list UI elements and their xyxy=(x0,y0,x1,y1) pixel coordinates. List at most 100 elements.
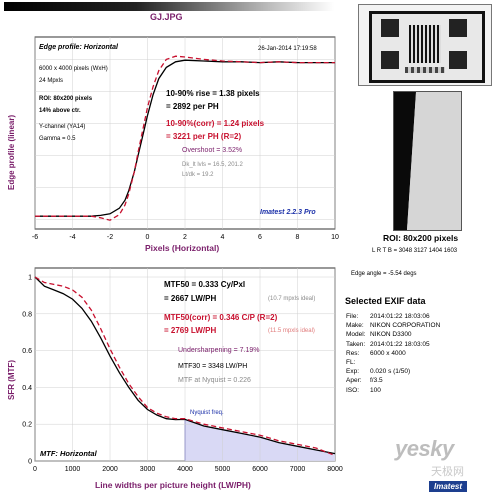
edge-series-group xyxy=(35,55,335,221)
mtf50-corr-ideal: (11.5 mpxls ideal) xyxy=(268,328,315,334)
undersharpening-text: Undersharpening = 7.19% xyxy=(178,347,260,354)
mtf-x-tick-label: 4000 xyxy=(177,466,193,473)
exif-key: File: xyxy=(346,313,359,320)
mtf-x-tick-label: 5000 xyxy=(215,466,231,473)
nyquist-label: Nyquist freq. xyxy=(190,410,224,416)
exif-row: ISO: 100 xyxy=(346,387,381,394)
edge-gamma: Gamma = 0.5 xyxy=(39,136,76,142)
mtf-x-tick-label: 6000 xyxy=(252,466,268,473)
yesky-logo-text: yesky xyxy=(395,436,454,461)
roi-label: ROI: 80x200 pixels xyxy=(383,233,459,243)
exif-row: Model: NIKON D3300 xyxy=(346,331,412,338)
exif-key: FL: xyxy=(346,359,356,366)
per-ph-line: = 2892 per PH xyxy=(166,102,219,111)
mtf-y-tick-label: 0.2 xyxy=(22,422,32,429)
edge-angle: Edge angle = -5.54 degs xyxy=(351,271,417,277)
mtf-y-tick-label: 0.6 xyxy=(22,348,32,355)
exif-value: 0.020 s (1/50) xyxy=(370,368,411,376)
exif-key: Exp: xyxy=(346,368,360,376)
edge-y-axis-label: Edge profile (linear) xyxy=(7,115,16,190)
mtf-x-tick-label: 0 xyxy=(33,466,37,473)
mtf50-corr-line: MTF50(corr) = 0.346 C/P (R=2) xyxy=(164,313,278,322)
exif-key: Model: xyxy=(346,331,366,339)
exif-key: Taken: xyxy=(346,340,366,348)
mtf-measured-line xyxy=(34,276,336,455)
exif-value: NIKON D3300 xyxy=(370,331,412,339)
mtf-nyquist-text: MTF at Nyquist = 0.226 xyxy=(178,377,251,384)
mtf-x-tick-label: 2000 xyxy=(102,466,118,473)
edge-gridlines xyxy=(34,37,336,229)
mtf-y-tick-label: 1 xyxy=(28,275,32,282)
mtf-chart: 0 1000 2000 3000 4000 5000 6000 7000 8000 0 0.2 0.4… xyxy=(7,267,343,490)
edge-x-tick-label: 6 xyxy=(258,234,262,241)
edge-x-tick-label: 4 xyxy=(221,234,225,241)
edge-timestamp: 26-Jan-2014 17:19:58 xyxy=(258,46,317,52)
imatest-version: Imatest 2.2.3 Pro xyxy=(260,209,316,216)
mtf50-lwph: = 2667 LW/PH xyxy=(164,294,217,303)
mtf-y-tick-label: 0 xyxy=(28,459,32,466)
edge-roi-line: ROI: 80x200 pixels xyxy=(39,96,93,102)
edge-x-tick-label: -6 xyxy=(32,234,38,241)
mtf-y-tick-label: 0.8 xyxy=(22,311,32,318)
mtf50-ideal: (10.7 mpxls ideal) xyxy=(268,296,316,302)
mtf-gridlines xyxy=(34,268,336,462)
rise-line: 10-90% rise = 1.38 pixels xyxy=(166,89,260,98)
edge-channel: Y-channel (YA14) xyxy=(39,124,86,130)
imatest-logo: Imatest xyxy=(429,481,468,492)
exif-row: Make: NIKON CORPORATION xyxy=(346,322,440,329)
exif-key: ISO: xyxy=(346,386,360,394)
mtf-y-axis-label: SFR (MTF) xyxy=(7,360,16,400)
mtf-x-tick-label: 8000 xyxy=(327,466,343,473)
edge-x-tick-label: 0 xyxy=(146,234,150,241)
edge-measured-line xyxy=(35,59,335,217)
gradient-bar xyxy=(4,2,334,11)
edge-x-tick-label: 2 xyxy=(183,234,187,241)
exif-title: Selected EXIF data xyxy=(345,296,426,306)
edge-x-tick-label: -2 xyxy=(107,234,113,241)
exif-value: 100 xyxy=(370,386,381,394)
mtf-panel-title: MTF: Horizontal xyxy=(40,449,98,458)
exif-value: 2014:01:22 18:03:06 xyxy=(370,313,430,320)
exif-value: NIKON CORPORATION xyxy=(370,322,441,330)
exif-value: 6000 x 4000 xyxy=(370,349,406,357)
edge-above-ctr: 14% above ctr. xyxy=(39,108,81,114)
exif-row: Res: 6000 x 4000 xyxy=(346,350,406,357)
exif-value: 2014:01:22 18:03:05 xyxy=(370,340,430,348)
exif-key: Res: xyxy=(346,349,360,357)
edge-x-tick-label: 8 xyxy=(296,234,300,241)
edge-tick-labels: -6 -4 -2 0 2 4 6 8 10 xyxy=(32,234,339,241)
mtf-series-group xyxy=(34,276,336,457)
exif-row: Aper: f/3.5 xyxy=(346,377,383,384)
yesky-cn-text: 天极网 xyxy=(431,465,464,478)
dk-lt-levels: Dk_lt lvls = 16.5, 201.2 xyxy=(182,162,243,168)
rise-corr-line: 10-90%(corr) = 1.24 pixels xyxy=(166,119,265,128)
mtf-corrected-line xyxy=(34,276,336,457)
edge-x-tick-label: 10 xyxy=(331,234,339,241)
roi-crop-image xyxy=(393,91,462,231)
edge-x-axis-label: Pixels (Horizontal) xyxy=(145,243,219,253)
mtf-x-axis-label: Line widths per picture height (LW/PH) xyxy=(95,480,251,490)
edge-corrected-line xyxy=(35,55,335,221)
mtf30-text: MTF30 = 3348 LW/PH xyxy=(178,363,248,370)
mtf-x-tick-label: 7000 xyxy=(290,466,306,473)
mtf-x-tick-label: 3000 xyxy=(140,466,156,473)
mtf-tick-labels: 0 1000 2000 3000 4000 5000 6000 7000 8000 0 0.2 0.4… xyxy=(22,275,343,474)
edge-mpxls: 24 Mpxls xyxy=(39,78,64,84)
edge-profile-chart: -6 -4 -2 0 2 4 6 8 10 Edge profile (linear) Pixe… xyxy=(7,36,339,253)
exif-row: FL: xyxy=(346,359,370,366)
mtf-x-tick-label: 1000 xyxy=(65,466,81,473)
edge-panel-title: Edge profile: Horizontal xyxy=(39,44,118,51)
exif-value: f/3.5 xyxy=(370,377,383,385)
yesky-watermark: yesky 天极网 Imatest xyxy=(395,436,495,498)
lt-dk-ratio: Lt/dk = 19.2 xyxy=(182,172,214,178)
exif-row: Taken: 2014:01:22 18:03:05 xyxy=(346,341,430,348)
per-ph-corr-line: = 3221 per PH (R=2) xyxy=(166,132,242,141)
overshoot-text: Overshoot = 3.52% xyxy=(182,147,243,154)
file-title: GJ.JPG xyxy=(150,12,183,22)
edge-size-line: 6000 x 4000 pixels (WxH) xyxy=(39,66,108,72)
test-chart-thumbnail xyxy=(358,4,492,86)
edge-x-tick-label: -4 xyxy=(69,234,75,241)
mtf50-corr-lwph: = 2769 LW/PH xyxy=(164,326,217,335)
roi-lrtb: L R T B = 3048 3127 1404 1603 xyxy=(372,248,458,254)
mtf50-line: MTF50 = 0.333 Cy/Pxl xyxy=(164,280,246,289)
